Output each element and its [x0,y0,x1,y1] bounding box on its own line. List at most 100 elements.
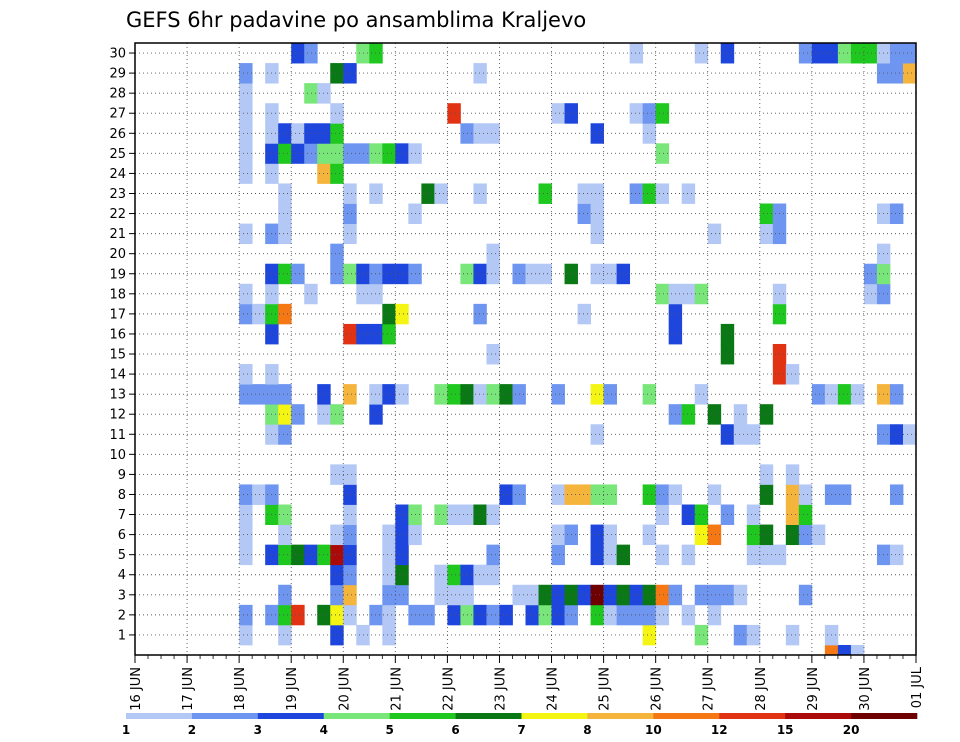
colorbar-label: 8 [583,723,591,737]
heatmap-cell [629,584,644,606]
heatmap-cell [239,504,253,525]
heatmap-cell [863,263,878,285]
heatmap-cell [330,564,344,586]
heatmap-cell [590,484,604,505]
chart-title: GEFS 6hr padavine po ansamblima Kraljevo [126,8,586,32]
heatmap-cell [642,584,657,606]
y-tick-label: 25 [109,147,126,162]
heatmap-cell [369,183,383,204]
heatmap-cell [590,524,604,546]
heatmap-cell [486,343,500,365]
heatmap-cell [538,263,552,285]
heatmap-cell [590,604,604,626]
heatmap-cell [681,504,696,525]
heatmap-cell [798,524,813,546]
heatmap-cell [707,484,722,505]
heatmap-cell [642,123,657,144]
heatmap-cell [603,544,618,566]
heatmap-cell [239,63,253,84]
colorbar-swatch [191,713,259,719]
heatmap-cell [239,484,253,505]
heatmap-cell [382,303,396,325]
heatmap-cell [278,604,292,626]
x-tick-label: 18 JUN [233,667,248,711]
heatmap-cell [642,384,657,405]
heatmap-cell [707,604,722,626]
x-tick-label: 23 JUN [493,667,508,711]
heatmap-cell [239,123,253,144]
heatmap-cell [642,484,657,505]
heatmap-cell [707,524,722,546]
colorbar-label: 10 [645,723,662,737]
heatmap-cell [343,544,357,566]
heatmap-cell [369,323,383,345]
heatmap-cell [850,644,865,656]
heatmap-cell [785,484,800,505]
heatmap-cell [382,564,396,586]
heatmap-cell [330,584,344,606]
heatmap-cell [486,504,500,525]
heatmap-cell [603,584,618,606]
heatmap-cell [421,604,435,626]
heatmap-cell [863,43,878,64]
heatmap-cell [590,544,604,566]
heatmap-cell [889,203,904,224]
x-tick-label: 20 JUN [337,667,352,711]
x-tick-label: 30 JUN [858,667,873,711]
heatmap-cell [785,464,800,485]
heatmap-cell [343,223,357,245]
heatmap-cell [395,524,409,546]
heatmap-cell [551,584,565,606]
x-tick-label: 27 JUN [702,667,717,711]
heatmap-cell [473,604,487,626]
heatmap-cell [330,404,344,425]
y-tick-label: 2 [118,608,126,623]
heatmap-cell [330,263,344,285]
heatmap-cell [603,263,618,285]
heatmap-cell [356,624,370,646]
heatmap-cell [590,424,604,445]
heatmap-cell [473,504,487,525]
heatmap-cell [278,544,292,566]
heatmap-cell [642,103,657,124]
heatmap-cell [343,504,357,525]
heatmap-cell [278,263,292,285]
heatmap-cell [499,484,513,505]
colorbar-swatch [785,713,852,719]
heatmap-cell [798,484,813,505]
plot-frame [134,42,917,656]
heatmap-cell [486,384,500,405]
y-tick-label: 14 [109,368,126,383]
x-tick-label: 24 JUN [546,667,561,711]
colorbar-swatch [587,713,654,719]
x-tick-label: 17 JUN [181,667,196,711]
heatmap-cell [785,504,800,525]
heatmap-cell [291,143,305,164]
heatmap-cell [538,604,552,626]
heatmap-cell [850,384,865,405]
heatmap-cell [330,604,344,626]
x-tick-label: 19 JUN [285,667,300,711]
heatmap-cell [369,404,383,425]
y-tick-label: 17 [109,307,126,322]
heatmap-cell [694,584,709,606]
heatmap-cell [759,544,774,566]
heatmap-cell [278,123,292,144]
y-tick-label: 29 [109,67,126,82]
heatmap-cell [369,283,383,305]
y-tick-label: 10 [109,448,126,463]
heatmap-cell [863,283,878,305]
heatmap-cell [278,183,292,204]
y-tick-label: 1 [118,628,126,643]
heatmap-cell [707,223,722,245]
heatmap-cell [291,544,305,566]
colorbar-label: 5 [385,723,393,737]
x-tick-label: 25 JUN [598,667,613,711]
heatmap-cell [239,143,253,164]
colorbar-swatch [257,713,325,719]
heatmap-cell [369,604,383,626]
heatmap-cell [655,484,670,505]
heatmap-cell [382,263,396,285]
heatmap-cell [278,303,292,325]
heatmap-cell [304,43,318,64]
